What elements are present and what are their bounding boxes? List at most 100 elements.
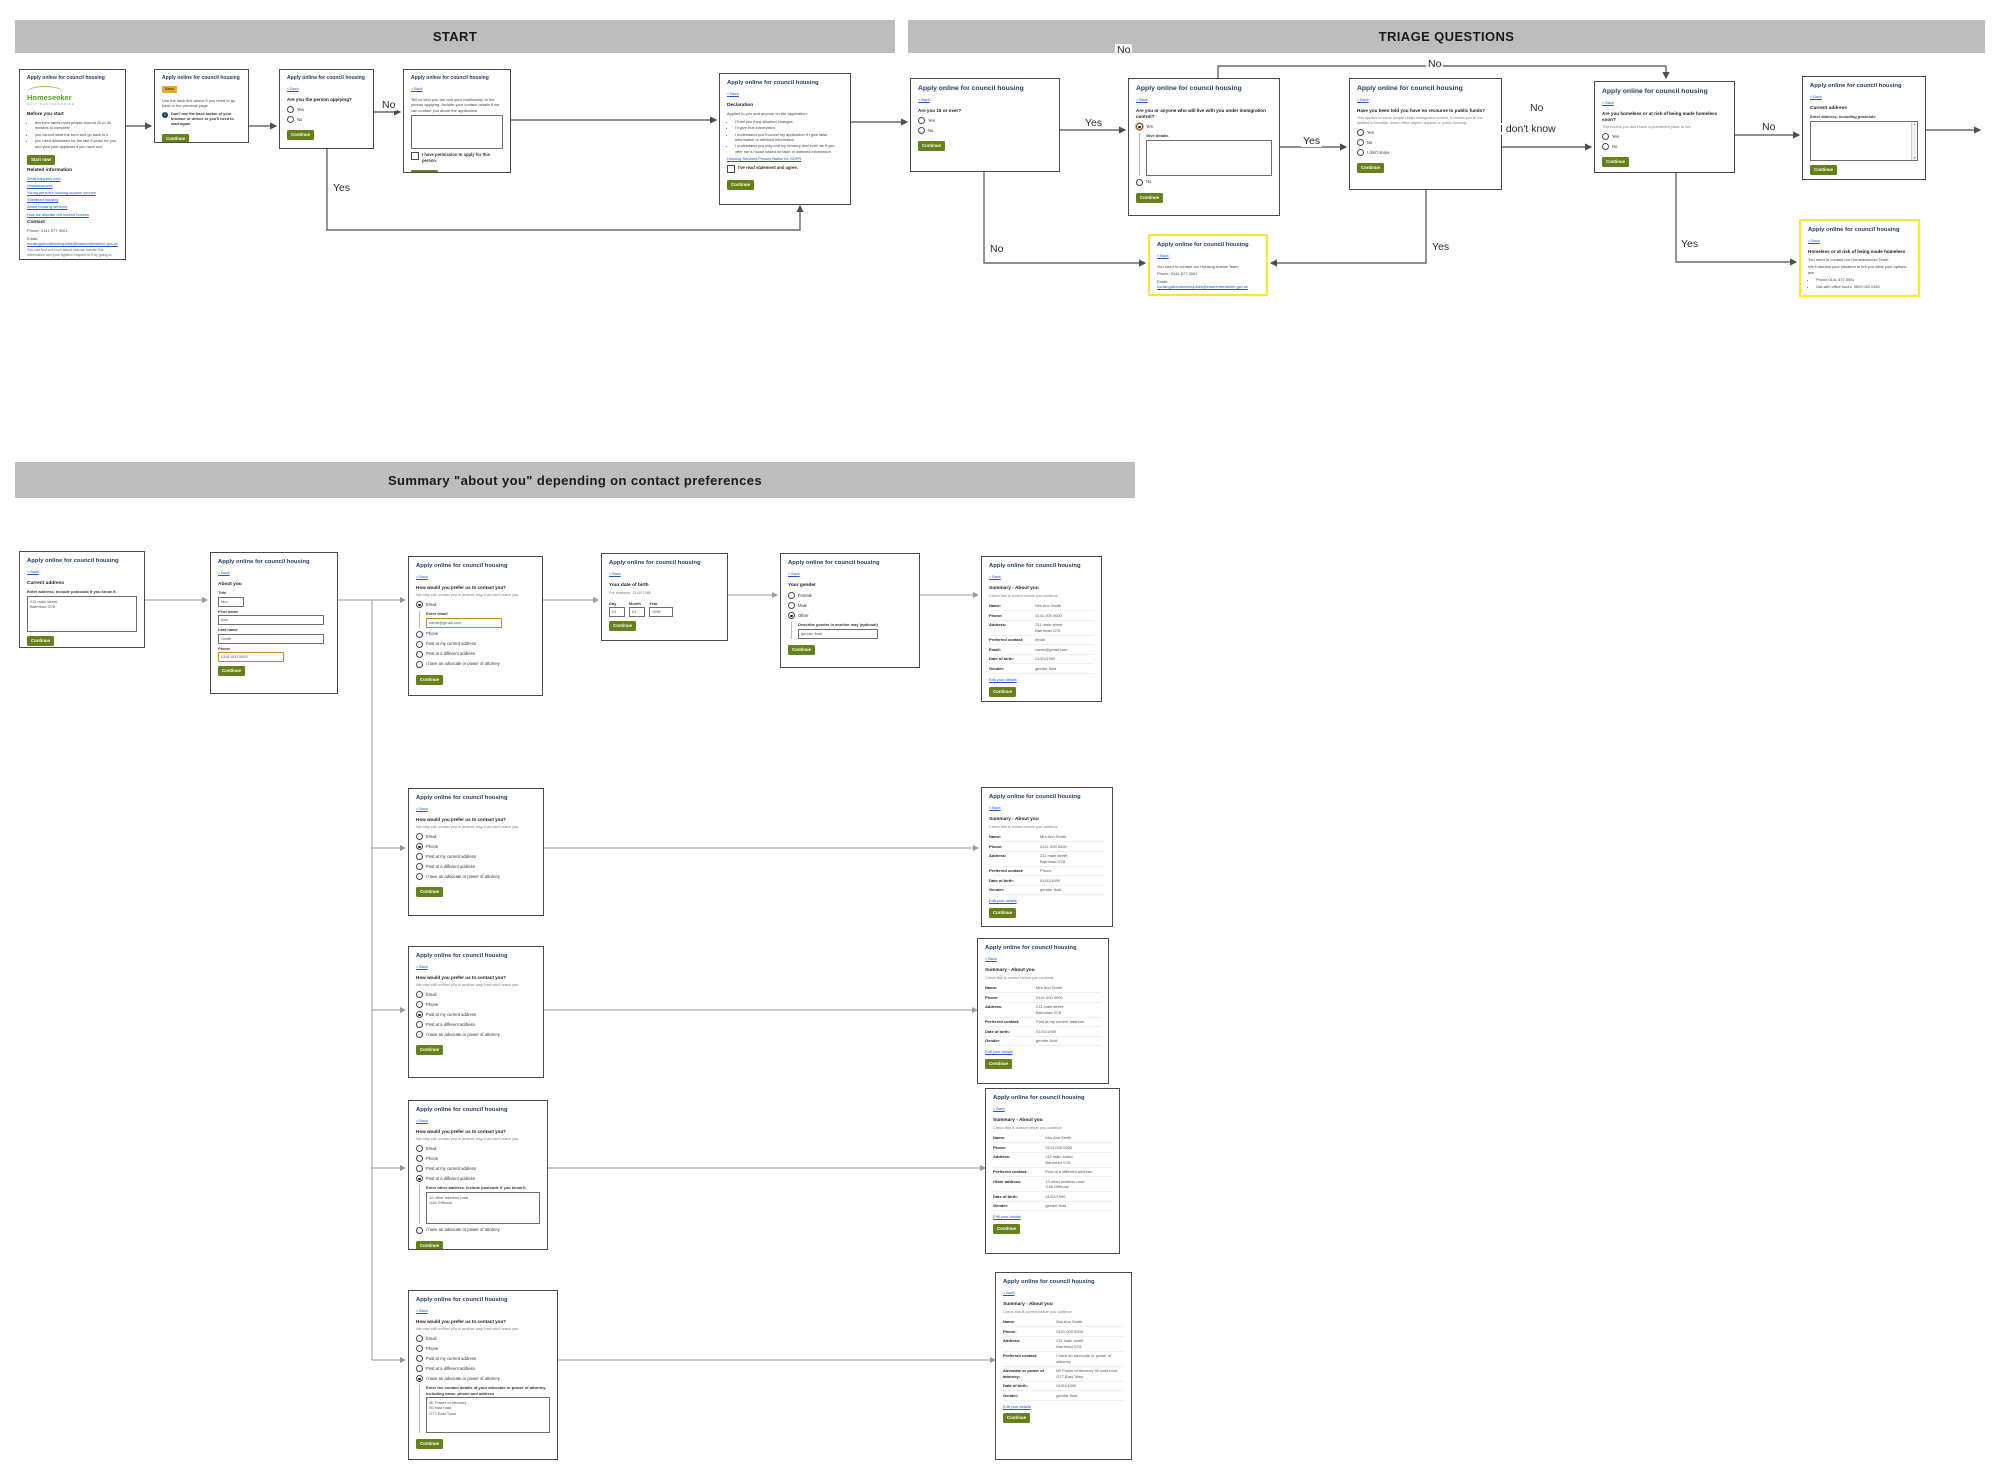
first-name-field[interactable]: Ann — [218, 615, 324, 626]
radio-icon[interactable] — [1602, 133, 1609, 141]
continue-button[interactable]: Continue — [416, 1240, 444, 1249]
radio-icon[interactable] — [287, 106, 294, 114]
edit-details-link[interactable]: Edit your details — [989, 676, 1017, 682]
radio-advocate[interactable]: I have an advocate or power of attorney — [416, 1226, 540, 1234]
back-link[interactable]: < Back — [416, 1308, 428, 1313]
radio-icon-selected[interactable] — [788, 612, 795, 620]
back-link[interactable]: < Back — [416, 574, 428, 579]
gender-field[interactable]: gender fluid — [798, 628, 878, 639]
continue-button[interactable]: Continue — [993, 1224, 1021, 1234]
radio-yes[interactable]: Yes — [1134, 121, 1272, 132]
radio-no[interactable]: No — [287, 116, 366, 124]
radio-no[interactable]: No — [1136, 178, 1272, 186]
radio-phone[interactable]: Phone — [416, 1345, 550, 1353]
link-about-housing-services[interactable]: About housing services — [27, 204, 68, 210]
continue-button[interactable]: Continue — [416, 674, 444, 685]
radio-female[interactable]: Female — [788, 592, 912, 600]
advocate-details-textarea[interactable]: Mr Power of Attorney 90 east road G77 Ea… — [426, 1397, 550, 1433]
continue-button[interactable]: Continue — [918, 141, 946, 152]
radio-icon-selected[interactable] — [416, 1175, 423, 1183]
radio-icon[interactable] — [788, 602, 795, 610]
edit-details-link[interactable]: Edit your details — [1003, 1403, 1031, 1409]
radio-post-current[interactable]: Post at my current address — [416, 1355, 550, 1363]
radio-icon[interactable] — [416, 1226, 423, 1234]
address-textarea[interactable]: ▲ ▼ — [1810, 120, 1918, 161]
radio-icon-selected[interactable] — [416, 843, 423, 851]
radio-advocate[interactable]: I have an advocate or power of attorney — [416, 873, 536, 881]
scrollbar-up-icon[interactable]: ▲ — [1913, 121, 1916, 126]
radio-male[interactable]: Male — [788, 602, 912, 610]
radio-icon[interactable] — [1602, 143, 1609, 151]
back-link[interactable]: < Back — [287, 86, 299, 91]
radio-post-different[interactable]: Post at a different address — [416, 1021, 536, 1029]
continue-button[interactable]: Continue — [416, 887, 444, 898]
radio-icon[interactable] — [1357, 129, 1364, 137]
other-address-textarea[interactable]: 10 other address road G46 Giffnock — [426, 1191, 540, 1224]
radio-icon[interactable] — [416, 873, 423, 881]
back-link[interactable]: < Back — [1003, 1290, 1015, 1295]
email-link[interactable]: housingallocationenquiries@eastrenfrewsh… — [1157, 284, 1248, 290]
radio-icon[interactable] — [416, 853, 423, 861]
continue-button[interactable]: Continue — [1357, 163, 1385, 174]
radio-advocate[interactable]: I have an advocate or power of attorney — [416, 1375, 550, 1383]
back-link[interactable]: < Back — [727, 91, 739, 96]
continue-button[interactable]: Continue — [788, 644, 816, 655]
relationship-textarea[interactable] — [411, 115, 503, 150]
radio-other[interactable]: Other — [788, 612, 912, 620]
back-link[interactable]: < Back — [1357, 97, 1369, 102]
link-young-person-support[interactable]: Young person's housing support service — [27, 190, 96, 196]
radio-post-different[interactable]: Post at a different address — [416, 1175, 540, 1183]
continue-button[interactable]: Continue — [989, 686, 1017, 697]
radio-icon[interactable] — [918, 127, 925, 135]
continue-button[interactable]: Continue — [162, 134, 190, 142]
last-name-field[interactable]: Smith — [218, 633, 324, 644]
checkbox-icon[interactable] — [727, 164, 735, 173]
radio-no[interactable]: No — [1602, 143, 1727, 151]
radio-icon[interactable] — [416, 630, 423, 638]
radio-phone[interactable]: Phone — [416, 1001, 536, 1009]
radio-post-current[interactable]: Post at my current address — [416, 853, 536, 861]
radio-advocate[interactable]: I have an advocate or power of attorney — [416, 660, 535, 668]
continue-button[interactable]: Continue — [27, 635, 55, 646]
back-link[interactable]: < Back — [27, 569, 39, 574]
radio-icon[interactable] — [416, 1031, 423, 1039]
radio-phone[interactable]: Phone — [416, 843, 536, 851]
radio-idk[interactable]: I don't know — [1357, 149, 1494, 157]
radio-icon[interactable] — [416, 1001, 423, 1009]
back-link[interactable]: < Back — [918, 97, 930, 102]
radio-yes[interactable]: Yes — [1357, 129, 1494, 137]
give-details-textarea[interactable] — [1146, 139, 1272, 176]
radio-yes[interactable]: Yes — [1602, 133, 1727, 141]
back-link[interactable]: < Back — [411, 86, 423, 91]
edit-details-link[interactable]: Edit your details — [993, 1214, 1021, 1220]
back-link[interactable]: < Back — [416, 1118, 428, 1123]
radio-icon[interactable] — [788, 592, 795, 600]
address-textarea[interactable]: 211 main street Barrhead G78 — [27, 595, 137, 632]
link-what-happens-next[interactable]: What happens next — [27, 176, 61, 182]
continue-button[interactable]: Continue — [989, 908, 1017, 918]
radio-icon[interactable] — [416, 863, 423, 871]
radio-icon[interactable] — [416, 1155, 423, 1163]
start-now-button[interactable]: Start now — [27, 154, 56, 165]
radio-yes[interactable]: Yes — [287, 106, 366, 114]
radio-email[interactable]: Email — [416, 1335, 550, 1343]
radio-icon[interactable] — [416, 1165, 423, 1173]
month-field[interactable]: 01 — [629, 606, 645, 617]
radio-no[interactable]: No — [1357, 139, 1494, 147]
continue-button[interactable]: Continue — [287, 130, 315, 140]
radio-post-different[interactable]: Post at a different address — [416, 650, 535, 658]
radio-icon[interactable] — [416, 650, 423, 658]
back-link[interactable]: < Back — [993, 1106, 1005, 1111]
radio-icon[interactable] — [287, 116, 294, 124]
continue-button[interactable]: Continue — [609, 620, 637, 631]
radio-icon[interactable] — [416, 640, 423, 648]
radio-yes[interactable]: Yes — [918, 117, 1052, 125]
phone-field[interactable]: 0141 000 0000 — [218, 651, 284, 662]
back-link[interactable]: < Back — [989, 574, 1001, 579]
edit-details-link[interactable]: Edit your details — [989, 898, 1017, 904]
radio-post-current[interactable]: Post at my current address — [416, 1011, 536, 1019]
radio-phone[interactable]: Phone — [416, 630, 535, 638]
continue-button[interactable]: Continue — [416, 1439, 444, 1449]
year-field[interactable]: 1990 — [649, 606, 673, 617]
radio-email[interactable]: Email — [416, 1145, 540, 1153]
